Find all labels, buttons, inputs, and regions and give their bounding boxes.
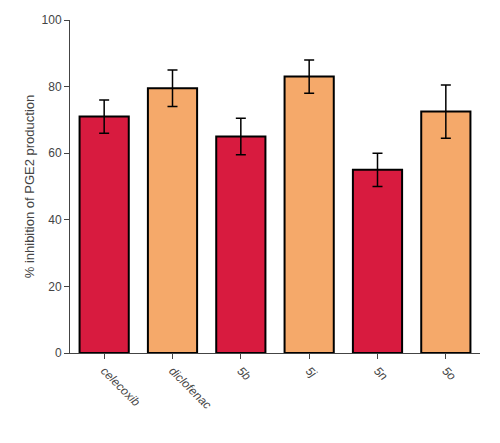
svg-text:100: 100: [42, 13, 62, 27]
svg-text:celecoxib: celecoxib: [98, 364, 144, 410]
svg-text:5n: 5n: [371, 364, 391, 384]
svg-text:0: 0: [55, 346, 62, 360]
svg-text:5j: 5j: [303, 364, 320, 381]
svg-text:5o: 5o: [439, 364, 459, 384]
svg-text:60: 60: [48, 146, 62, 160]
svg-text:20: 20: [48, 280, 62, 294]
svg-text:5b: 5b: [234, 364, 254, 384]
svg-text:diclofenac: diclofenac: [166, 364, 214, 412]
svg-text:40: 40: [48, 213, 62, 227]
svg-text:80: 80: [48, 80, 62, 94]
svg-text:% inhibition of PGE2 productio: % inhibition of PGE2 production: [22, 95, 37, 279]
